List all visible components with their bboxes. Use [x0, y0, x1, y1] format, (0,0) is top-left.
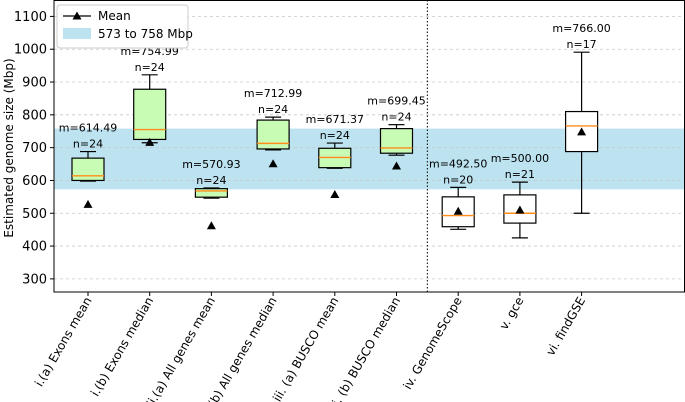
box	[194, 188, 228, 198]
legend-band-label: 573 to 758 Mbp	[98, 27, 193, 41]
count-annotation: n=21	[505, 168, 535, 181]
median-annotation: m=614.49	[59, 122, 117, 135]
median-annotation: m=671.37	[306, 113, 364, 126]
count-annotation: n=17	[567, 38, 597, 51]
y-axis-label: Estimated genome size (Mbp)	[2, 58, 16, 237]
y-tick-label: 500	[22, 207, 47, 222]
box	[133, 88, 167, 141]
box-layer	[71, 51, 599, 239]
count-annotation: n=24	[135, 61, 165, 74]
box	[71, 157, 105, 182]
y-tick-label: 300	[22, 272, 47, 287]
y-tick-label: 1100	[14, 10, 47, 25]
legend-mean-label: Mean	[98, 9, 131, 23]
mean-marker	[206, 221, 216, 230]
mean-marker	[392, 161, 401, 170]
mean-marker	[145, 137, 155, 146]
median-annotation: m=699.45	[367, 95, 425, 108]
y-tick-label: 600	[22, 174, 47, 189]
median-annotation: m=570.93	[182, 158, 240, 171]
count-annotation: n=20	[443, 173, 473, 186]
count-annotation: n=24	[381, 111, 411, 124]
count-annotation: n=24	[73, 138, 103, 151]
mean-marker	[577, 127, 587, 136]
count-annotation: n=24	[258, 103, 288, 116]
legend-mean-marker	[72, 11, 82, 20]
mean-marker	[83, 199, 93, 208]
y-tick-label: 1000	[14, 43, 47, 58]
y-tick-label: 900	[22, 76, 47, 91]
mean-marker	[330, 190, 340, 199]
box	[379, 128, 414, 154]
count-annotation: n=24	[320, 129, 350, 142]
median-annotation: m=492.50	[429, 157, 487, 170]
median-annotation: m=766.00	[552, 22, 610, 35]
legend-band-swatch	[63, 28, 91, 39]
mean-marker	[453, 206, 463, 215]
mean-marker	[515, 205, 525, 214]
median-annotation: m=712.99	[244, 87, 302, 100]
median-annotation: m=500.00	[491, 152, 549, 165]
y-tick-label: 400	[22, 240, 47, 255]
count-annotation: n=24	[196, 174, 226, 187]
y-tick-label: 800	[22, 108, 47, 123]
mean-marker	[268, 159, 278, 168]
box	[256, 119, 290, 150]
legend: Mean 573 to 758 Mbp	[56, 4, 193, 49]
y-tick-label: 700	[22, 141, 47, 156]
